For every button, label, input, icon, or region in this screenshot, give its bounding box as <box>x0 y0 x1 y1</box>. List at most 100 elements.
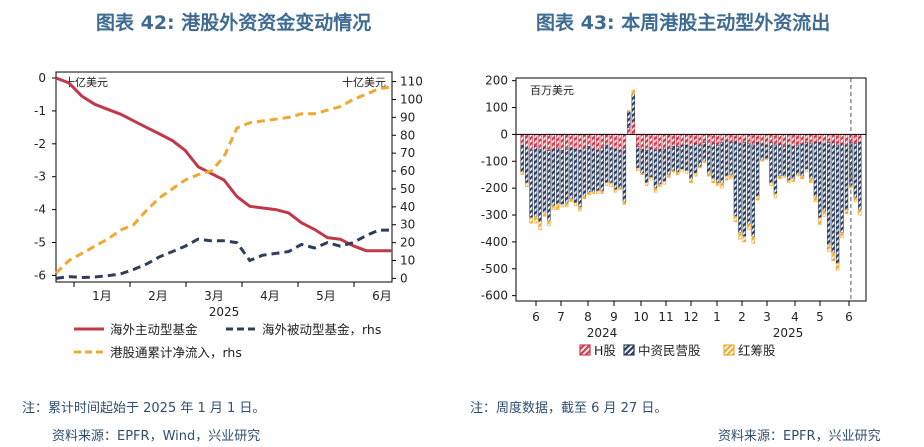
right-bar-2 <box>658 183 662 188</box>
right-bar-1 <box>844 144 849 210</box>
right-bar-1 <box>822 143 827 212</box>
right-y-tick-label: 80 <box>400 128 415 142</box>
right-bar-1 <box>520 144 524 173</box>
right-bar-0 <box>551 134 556 150</box>
right-bar-0 <box>760 134 764 145</box>
left-chart-title: 图表 42: 港股外资资金变动情况 <box>96 12 372 34</box>
right-bar-2 <box>684 170 689 174</box>
right-y-tick-label: -300 <box>481 208 508 222</box>
right-bar-0 <box>831 134 835 143</box>
right-bar-2 <box>578 206 582 212</box>
right-year-label-2024: 2024 <box>587 326 618 340</box>
right-bar-2 <box>644 182 649 186</box>
right-y-tick-label: 20 <box>400 236 415 250</box>
right-bar-2 <box>786 179 791 184</box>
right-bar-1 <box>733 140 738 217</box>
right-bar-1 <box>698 144 702 167</box>
right-bar-1 <box>596 150 600 192</box>
left-y-tick-label: -2 <box>34 137 46 151</box>
right-bar-0 <box>693 134 698 145</box>
right-bar-0 <box>747 134 751 145</box>
right-bar-1 <box>622 147 627 202</box>
right-bar-1 <box>840 143 844 233</box>
right-bar-1 <box>582 147 587 197</box>
left-y-tick-label: 0 <box>38 71 46 85</box>
right-bar-1 <box>538 148 542 222</box>
right-bar-1 <box>689 146 693 180</box>
right-bar-1 <box>826 142 831 245</box>
right-bar-2 <box>813 195 818 202</box>
right-bar-1 <box>529 150 533 218</box>
right-bar-2 <box>533 216 538 224</box>
right-bar-0 <box>547 134 551 151</box>
left-plot-frame <box>55 71 393 283</box>
right-bar-2 <box>822 210 827 217</box>
right-bar-2 <box>742 236 747 243</box>
right-bar-2 <box>818 217 822 225</box>
right-bar-0 <box>711 134 715 145</box>
right-bar-0 <box>569 134 573 149</box>
right-y-tick-label: -500 <box>481 262 508 276</box>
right-x-tick-label: 2 <box>738 310 746 324</box>
right-bar-0 <box>542 134 547 149</box>
right-legend-swatch-0 <box>579 344 591 356</box>
right-y-tick-label: 0 <box>500 127 508 141</box>
right-bar-0 <box>800 134 804 145</box>
right-bar-0 <box>649 134 653 149</box>
right-bar-2 <box>729 174 733 179</box>
left-y-tick-label: -1 <box>34 104 46 118</box>
right-bar-1 <box>791 146 795 180</box>
right-bar-1 <box>564 148 569 204</box>
right-x-tick-label: 4 <box>791 310 799 324</box>
right-legend-label-2: 红筹股 <box>738 343 776 358</box>
right-bar-1 <box>755 142 760 197</box>
right-bar-0 <box>658 134 662 150</box>
right-bar-1 <box>751 144 755 237</box>
right-bar-0 <box>742 134 747 143</box>
right-bar-0 <box>684 134 689 146</box>
right-bar-0 <box>667 134 671 149</box>
right-bar-2 <box>711 178 715 184</box>
right-bar-1 <box>693 143 698 174</box>
right-bar-2 <box>560 204 564 208</box>
right-bar-0 <box>795 134 800 146</box>
right-x-tick-label: 8 <box>584 310 592 324</box>
right-bar-0 <box>564 134 569 150</box>
right-bar-0 <box>786 134 791 146</box>
right-bar-2 <box>693 173 698 177</box>
right-bar-1 <box>835 144 840 264</box>
right-bar-1 <box>631 93 636 122</box>
right-bar-2 <box>640 173 644 175</box>
right-y-tick-label: 10 <box>400 254 415 268</box>
right-bar-2 <box>764 158 769 161</box>
right-bar-2 <box>724 175 729 181</box>
right-legend-label-0: H股 <box>594 343 616 358</box>
right-bar-2 <box>542 212 547 217</box>
right-y-tick-label: -600 <box>481 289 508 303</box>
right-bar-1 <box>600 147 604 192</box>
right-bar-2 <box>747 224 751 231</box>
right-bar-2 <box>675 171 680 176</box>
left-x-tick-label: 1月 <box>92 289 112 303</box>
right-y-tick-label: 90 <box>400 110 415 124</box>
right-bar-1 <box>675 146 680 173</box>
right-bar-1 <box>764 144 769 159</box>
right-bar-2 <box>671 170 676 173</box>
right-bar-0 <box>556 134 560 149</box>
right-bar-1 <box>711 143 715 180</box>
right-bar-0 <box>844 134 849 146</box>
right-x-tick-label: 9 <box>610 310 618 324</box>
right-bar-2 <box>689 178 693 184</box>
right-bar-0 <box>778 134 782 145</box>
right-bar-2 <box>835 263 840 271</box>
right-bar-0 <box>533 134 538 147</box>
right-bar-1 <box>551 148 556 206</box>
right-bar-0 <box>702 134 707 143</box>
right-bar-1 <box>542 147 547 213</box>
right-bar-1 <box>707 146 711 174</box>
left-year-label: 2025 <box>209 305 240 319</box>
right-bar-1 <box>671 146 676 172</box>
right-bar-0 <box>671 134 676 147</box>
right-bar-1 <box>747 143 751 225</box>
right-bar-2 <box>604 182 609 186</box>
